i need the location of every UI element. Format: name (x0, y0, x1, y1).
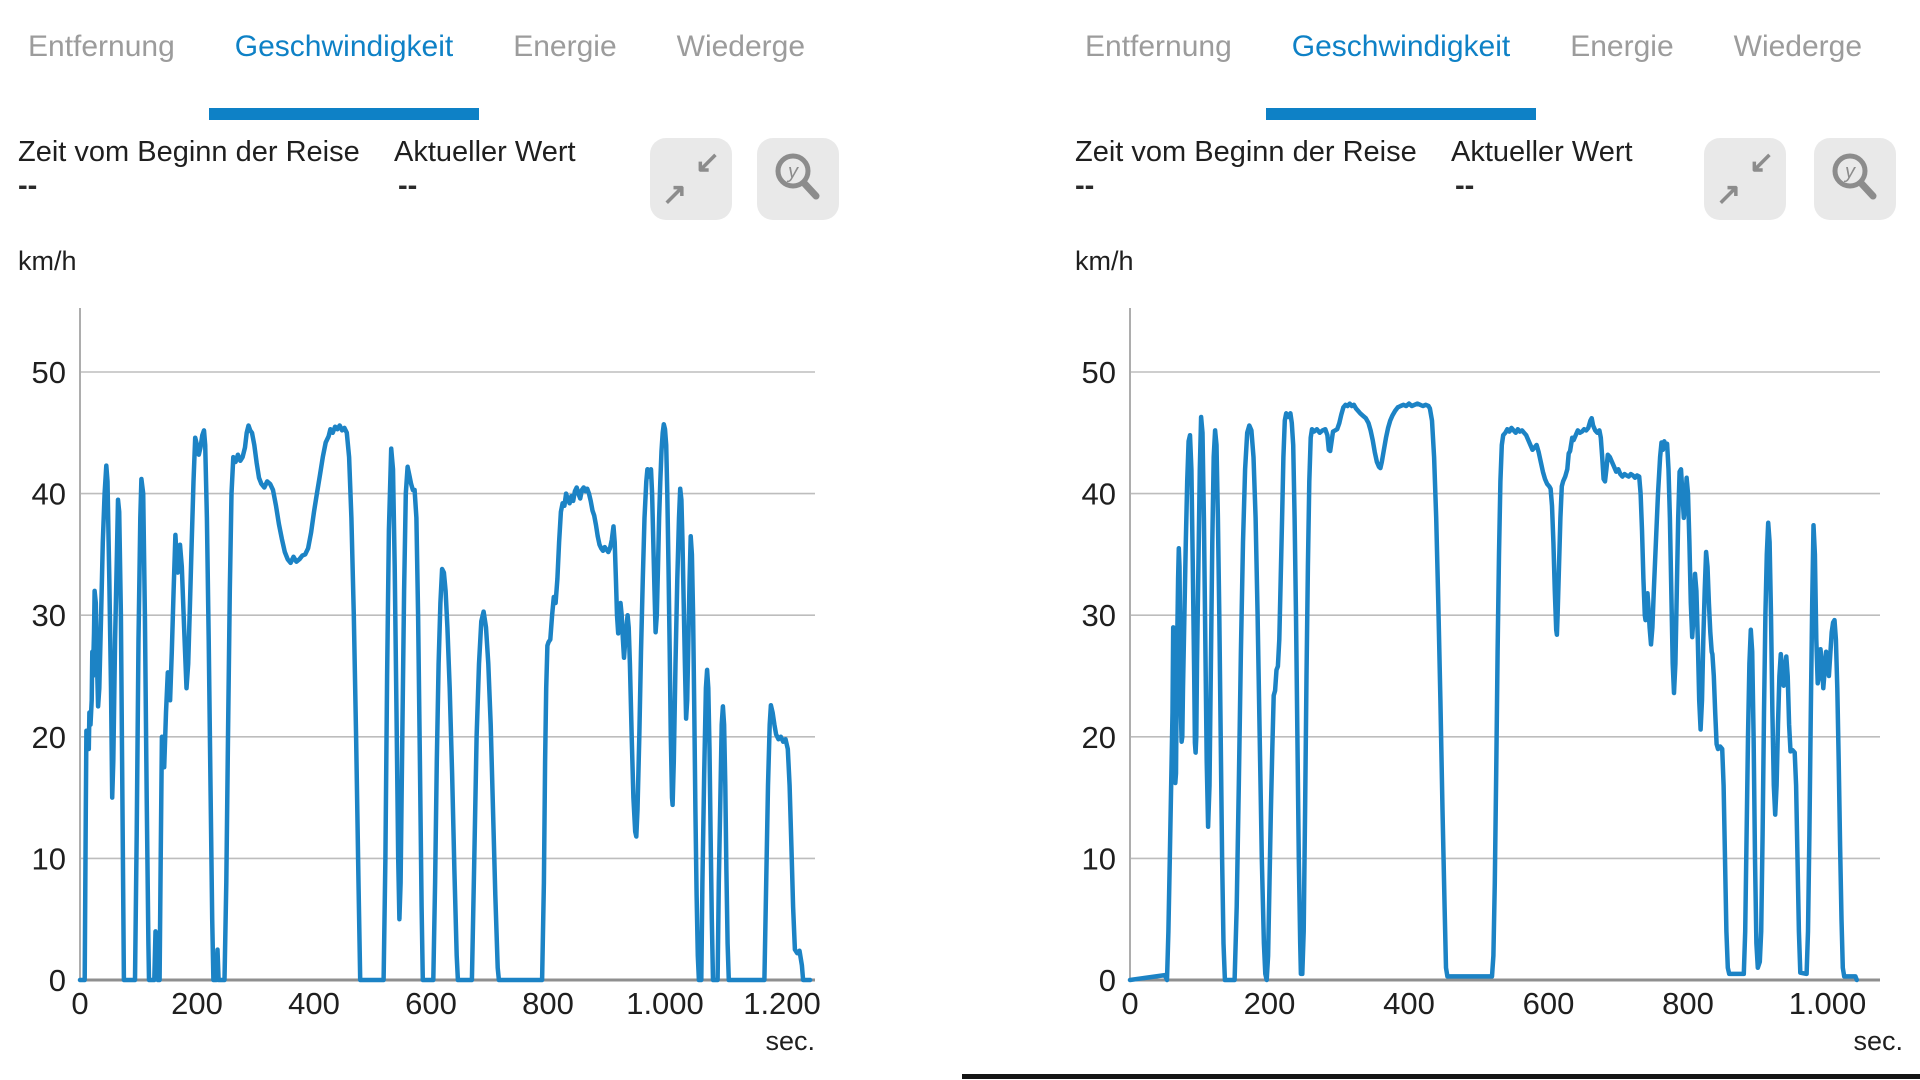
trip-panel-left: Entfernung Geschwindigkeit Energie Wiederge… (0, 0, 863, 1080)
speed-line-series (1127, 401, 1860, 983)
y-tick-label: 20 (32, 720, 66, 755)
panel-bottom-divider (962, 1074, 1920, 1079)
tab-bar: Entfernung Geschwindigkeit Energie Wiederge (0, 30, 863, 120)
y-axis-unit-label: km/h (1075, 246, 1134, 276)
speed-line-series (77, 422, 813, 983)
zoom-y-axis-button[interactable]: y (1814, 138, 1896, 220)
tab-wiederge[interactable]: Wiederge (676, 30, 806, 63)
magnifier-y-icon: y (1832, 153, 1877, 200)
arrow-up-right-icon: ↗ (1716, 178, 1742, 211)
collapse-chart-button[interactable]: ↙ ↗ (650, 138, 732, 220)
magnifier-y-icon: y (775, 153, 820, 200)
x-tick-label: 600 (405, 986, 457, 1021)
x-tick-label: 200 (1244, 986, 1296, 1021)
current-value-value: -- (1455, 170, 1475, 202)
y-tick-label: 50 (32, 355, 66, 390)
current-value-label: Aktueller Wert (1451, 136, 1633, 168)
y-tick-label: 20 (1082, 720, 1116, 755)
speed-chart-left[interactable]: 0 10 20 30 40 50 0 200 400 600 800 1.000 1.200 sec. (0, 298, 860, 1060)
time-since-start-value: -- (1075, 170, 1095, 202)
y-tick-label: 0 (1099, 963, 1116, 998)
y-tick-label: 50 (1082, 355, 1116, 390)
x-tick-label: 0 (1121, 986, 1138, 1021)
x-tick-label: 1.000 (626, 986, 704, 1021)
x-tick-label: 400 (1383, 986, 1435, 1021)
x-tick-label: 600 (1523, 986, 1575, 1021)
collapse-chart-button[interactable]: ↙ ↗ (1704, 138, 1786, 220)
svg-text:y: y (1843, 161, 1856, 183)
x-tick-label: 800 (1662, 986, 1714, 1021)
x-tick-label: 400 (288, 986, 340, 1021)
trip-panel-right: Entfernung Geschwindigkeit Energie Wiederge… (1057, 0, 1920, 1080)
y-tick-label: 0 (49, 963, 66, 998)
arrow-down-left-icon: ↙ (694, 146, 720, 179)
x-axis-unit-label: sec. (1853, 1026, 1903, 1056)
arrow-down-left-icon: ↙ (1748, 146, 1774, 179)
x-tick-label: 200 (171, 986, 223, 1021)
y-tick-label: 40 (1082, 477, 1116, 512)
arrow-up-right-icon: ↗ (662, 178, 688, 211)
x-axis-unit-label: sec. (765, 1026, 815, 1056)
x-tick-label: 0 (71, 986, 88, 1021)
zoom-y-axis-button[interactable]: y (757, 138, 839, 220)
y-tick-label: 10 (1082, 841, 1116, 876)
y-tick-label: 10 (32, 841, 66, 876)
time-since-start-label: Zeit vom Beginn der Reise (18, 136, 360, 168)
tab-energie[interactable]: Energie (1570, 30, 1674, 63)
tab-bar: Entfernung Geschwindigkeit Energie Wiederge (1057, 30, 1920, 120)
current-value-label: Aktueller Wert (394, 136, 576, 168)
y-tick-label: 30 (1082, 598, 1116, 633)
time-since-start-label: Zeit vom Beginn der Reise (1075, 136, 1417, 168)
y-tick-label: 30 (32, 598, 66, 633)
time-since-start-value: -- (18, 170, 38, 202)
tab-entfernung[interactable]: Entfernung (1085, 30, 1232, 63)
tab-entfernung[interactable]: Entfernung (28, 30, 175, 63)
y-axis-unit-label: km/h (18, 246, 77, 276)
tab-geschwindigkeit[interactable]: Geschwindigkeit (1265, 30, 1537, 120)
speed-chart-right[interactable]: 0 10 20 30 40 50 0 200 400 600 800 1.000 sec. (1057, 298, 1917, 1060)
tab-energie[interactable]: Energie (513, 30, 617, 63)
x-tick-label: 1.200 (743, 986, 821, 1021)
tab-geschwindigkeit[interactable]: Geschwindigkeit (208, 30, 480, 120)
svg-text:y: y (786, 161, 799, 183)
tab-wiederge[interactable]: Wiederge (1733, 30, 1863, 63)
x-tick-label: 1.000 (1789, 986, 1867, 1021)
current-value-value: -- (398, 170, 418, 202)
x-tick-label: 800 (522, 986, 574, 1021)
y-tick-label: 40 (32, 477, 66, 512)
